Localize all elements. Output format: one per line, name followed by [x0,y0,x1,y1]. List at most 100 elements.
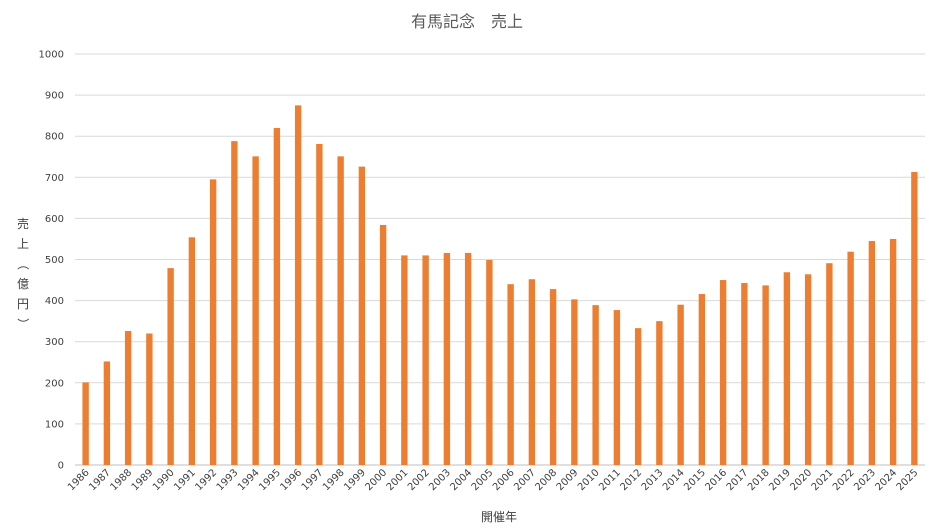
x-tick-label: 2015 [682,467,708,493]
x-tick-label: 1994 [236,467,262,493]
x-tick-label: 2021 [810,467,836,493]
y-tick-label: 300 [45,337,64,348]
bar-1992 [209,179,217,466]
bar-1987 [103,361,111,465]
x-tick-label: 2006 [491,467,517,493]
x-tick-label: 2018 [746,467,772,493]
bar-2019 [783,272,791,465]
x-tick-label: 2019 [767,467,793,493]
y-axis-label-char: （ [16,258,30,270]
bar-2018 [762,285,769,465]
bar-1990 [167,268,174,465]
x-axis-ticks: 1986198719881989199019911992199319941995… [66,467,921,493]
x-tick-label: 2024 [873,467,899,493]
chart-title: 有馬記念 売上 [411,12,523,31]
bar-1998 [337,156,344,466]
bar-1994 [252,156,259,466]
x-tick-label: 2003 [427,467,453,493]
x-tick-label: 2025 [895,467,921,493]
x-tick-label: 2014 [661,467,687,493]
x-axis-label: 開催年 [481,510,517,524]
x-tick-label: 2013 [640,467,666,493]
x-tick-label: 2011 [597,467,623,493]
bar-1995 [273,127,281,465]
bar-2001 [401,255,408,465]
bar-2005 [486,259,493,465]
bar-2014 [677,304,684,465]
y-tick-label: 100 [45,419,64,430]
bar-1991 [188,237,196,465]
bar-1996 [294,105,302,465]
x-tick-label: 1998 [321,467,347,493]
y-tick-label: 600 [45,214,64,225]
x-tick-label: 1988 [108,467,134,493]
bar-2012 [634,328,642,465]
y-axis-ticks: 0 100 200 300 400 500 600 700 800 900 1000 [39,50,64,472]
bar-2002 [422,255,429,465]
x-tick-label: 2022 [831,467,857,493]
y-tick-label: 200 [45,378,64,389]
x-tick-label: 1989 [130,467,156,493]
x-tick-label: 2017 [725,467,751,493]
bar-2023 [868,241,876,465]
y-axis-label: 売上 （ 億円 ） [16,216,30,330]
x-tick-label: 1997 [300,467,326,493]
bar-2010 [592,305,599,465]
x-tick-label: 1991 [172,467,198,493]
x-tick-label: 2004 [448,467,474,493]
y-tick-label: 500 [45,255,64,266]
x-tick-label: 2012 [618,467,644,493]
bar-2025 [911,171,918,465]
x-tick-label: 1993 [215,467,241,493]
bar-2024 [889,238,897,465]
bar-1989 [146,333,153,465]
x-tick-label: 1995 [257,467,283,493]
y-tick-label: 700 [45,173,64,184]
x-tick-label: 1996 [278,467,304,493]
y-axis-label-char: 売 [17,216,29,231]
bar-1997 [316,144,323,465]
x-tick-label: 2008 [533,467,559,493]
x-tick-label: 2016 [703,467,729,493]
x-tick-label: 2001 [385,467,411,493]
bar-2007 [528,279,536,465]
bar-2017 [741,282,748,465]
x-tick-label: 1990 [151,467,177,493]
bar-1988 [124,331,132,465]
y-axis-label-char: ） [16,318,30,330]
bar-1986 [82,382,89,465]
bar-2006 [507,284,514,465]
x-tick-label: 1992 [193,467,219,493]
bar-2004 [464,252,472,465]
y-axis-label-char: 上 [17,237,29,251]
bar-2000 [379,224,387,465]
bar-2021 [826,263,833,465]
bar-2013 [656,321,663,465]
x-tick-label: 2023 [852,467,878,493]
x-tick-label: 2000 [363,467,389,493]
y-tick-label: 900 [45,91,64,102]
y-axis-label-char: 億 [17,277,29,291]
y-tick-label: 400 [45,296,64,307]
x-tick-label: 2009 [555,467,581,493]
bar-2020 [804,274,812,465]
x-tick-label: 1986 [66,467,92,493]
bar-2011 [613,310,621,465]
bar-2015 [698,294,706,465]
y-tick-label: 800 [45,132,64,143]
x-tick-label: 2007 [512,467,538,493]
x-tick-label: 1999 [342,467,368,493]
y-axis-label-char: 円 [17,297,29,311]
y-tick-label: 0 [58,461,64,472]
x-tick-label: 2005 [470,467,496,493]
y-tick-label: 1000 [39,50,64,61]
x-tick-label: 1987 [87,467,113,493]
x-tick-label: 2002 [406,467,432,493]
bar-2022 [847,251,854,465]
bars [82,105,918,466]
bar-2008 [549,289,557,465]
bar-1993 [231,141,238,465]
bar-2009 [571,299,578,465]
bar-1999 [358,166,366,465]
